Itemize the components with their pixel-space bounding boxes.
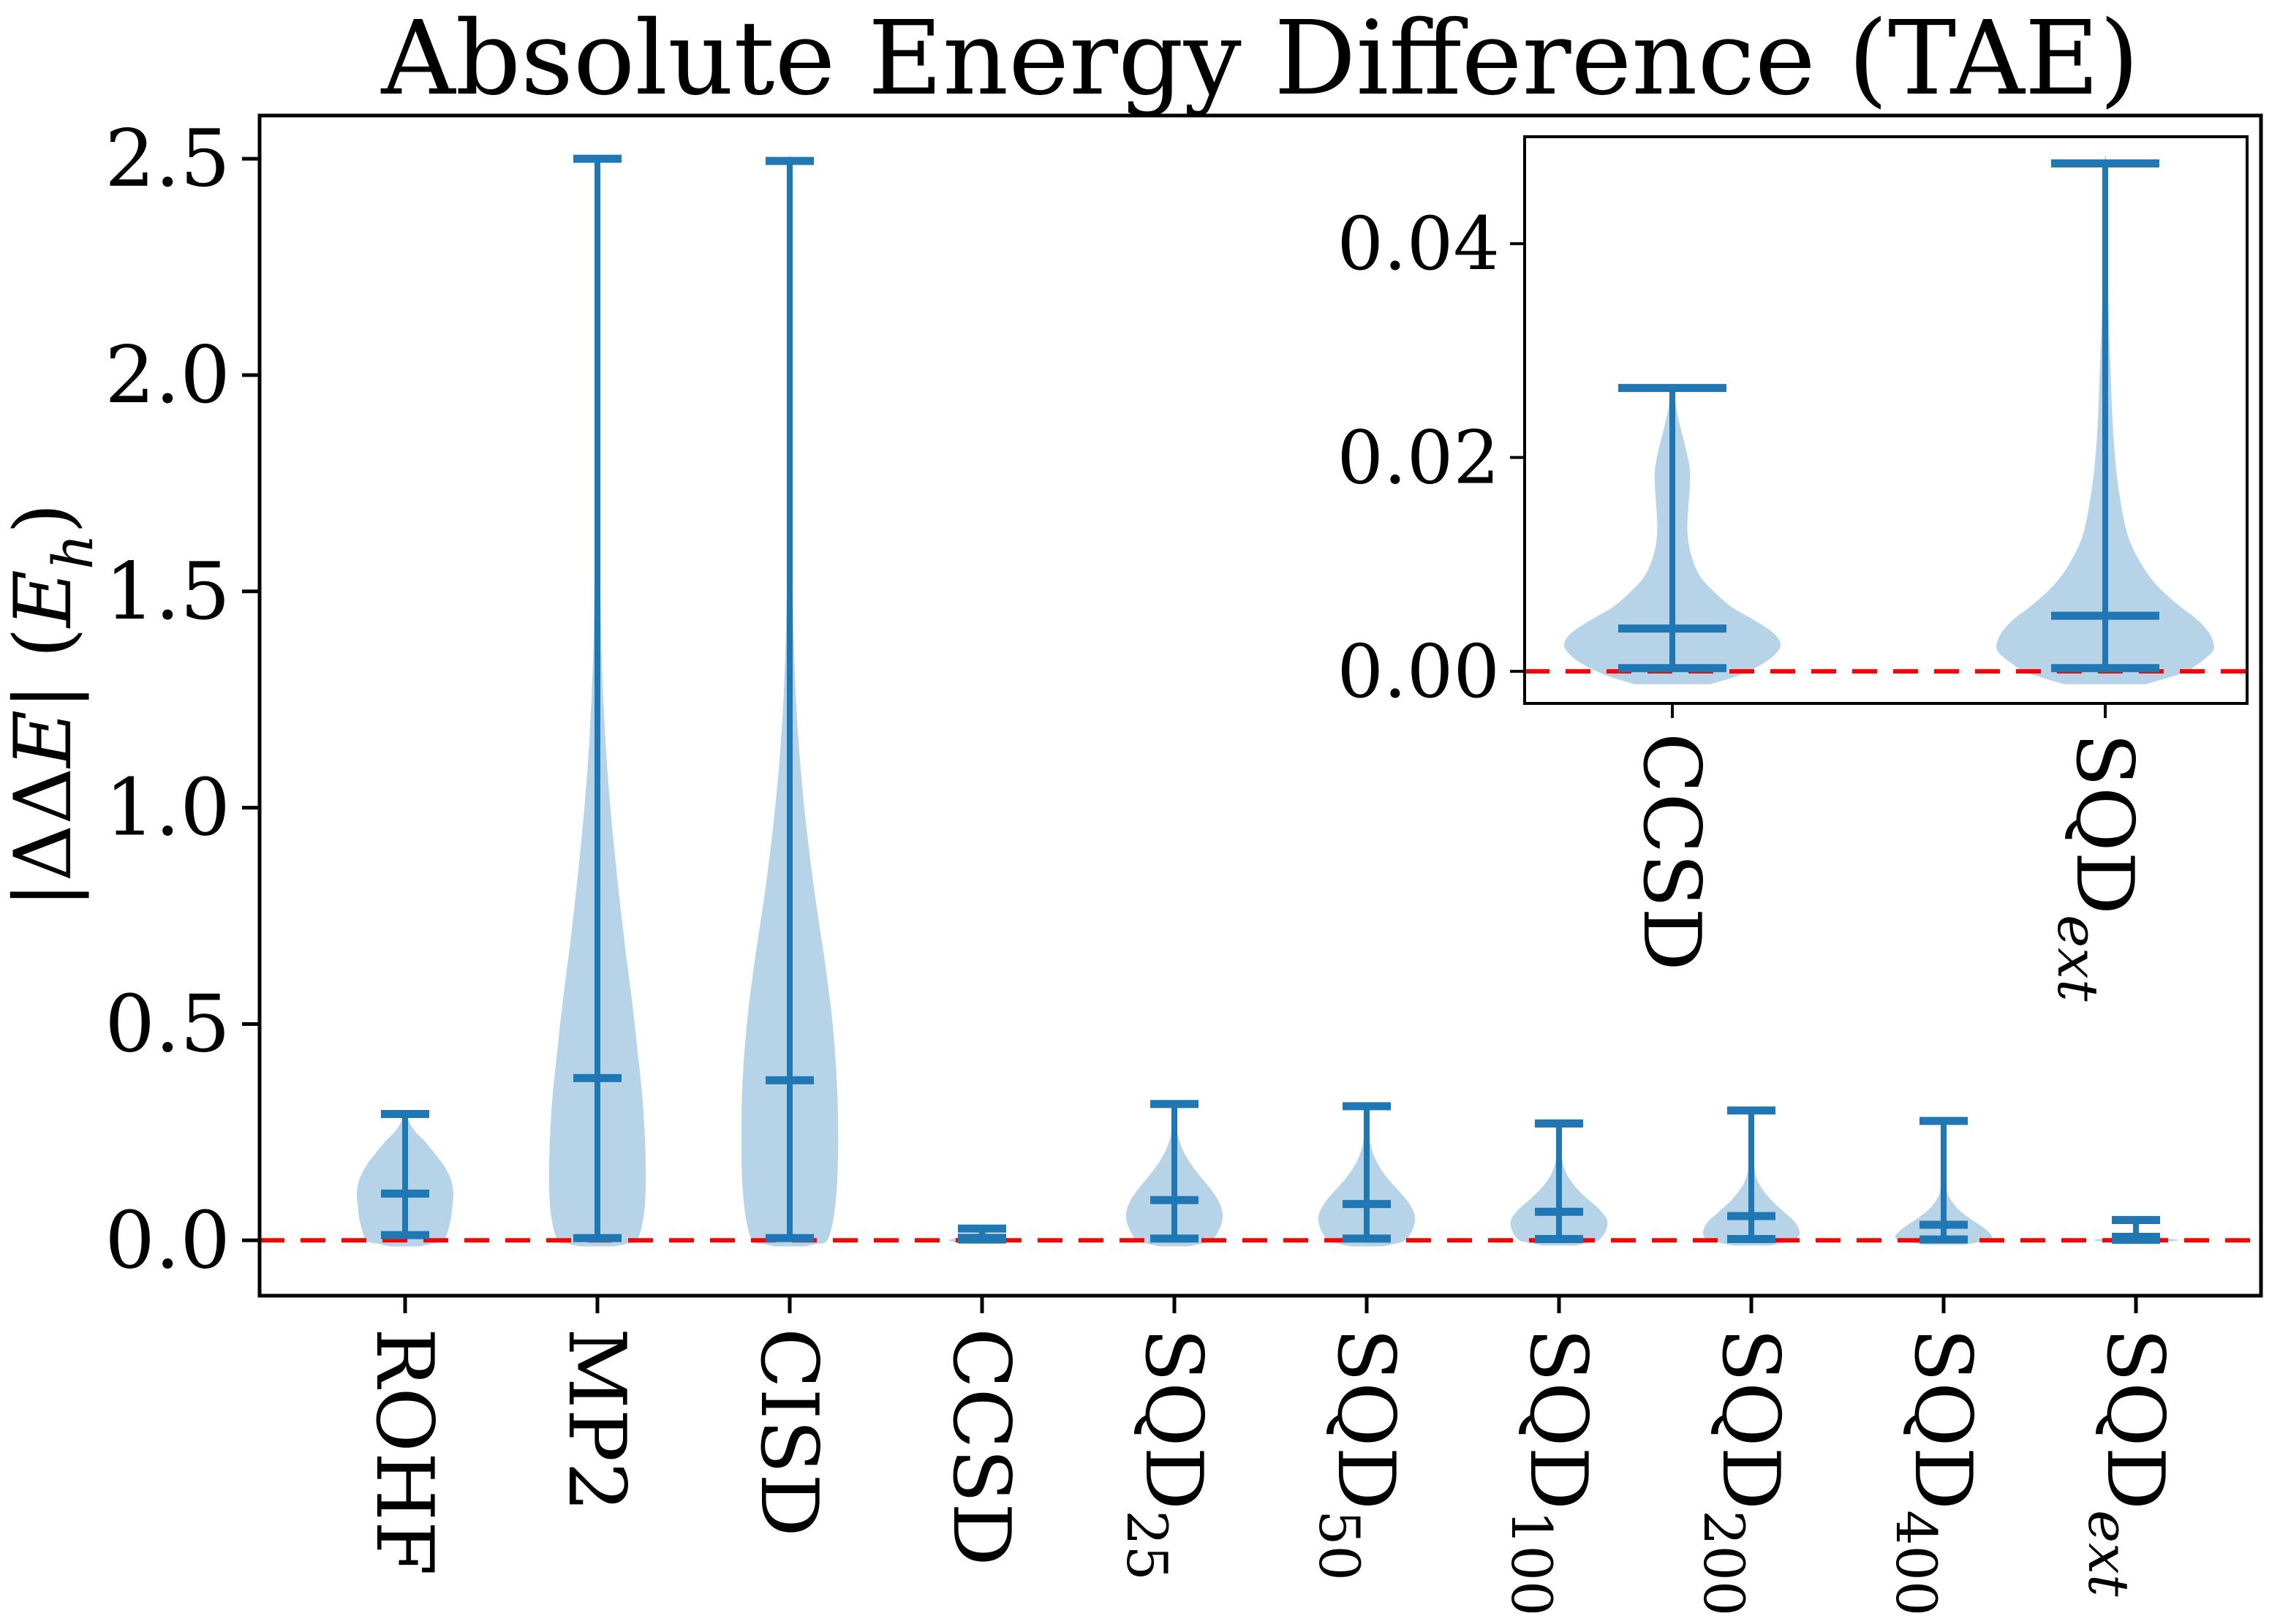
x-tick-label-CISD: CISD: [743, 1328, 834, 1537]
inset-axes: 0.00 0.02 0.04 CCSD SQDext: [1337, 135, 2249, 1002]
y-tick-label-0: 0.0: [105, 1195, 230, 1286]
whisker-SQD400: [1919, 1117, 1968, 1244]
x-tick-label-CCSD: CCSD: [935, 1328, 1027, 1566]
whisker-ROHF: [381, 1110, 429, 1239]
y-tick-label-2.5: 2.5: [105, 113, 230, 205]
inset-y-tick-label-0.02: 0.02: [1337, 415, 1500, 500]
x-tick-label-SQD400: SQD400: [1884, 1328, 1988, 1616]
y-tick-label-1.5: 1.5: [105, 545, 230, 637]
x-tick-label-ROHF: ROHF: [358, 1328, 450, 1576]
inset-y-tick-label-0.04: 0.04: [1337, 201, 1500, 287]
whisker-SQD25: [1150, 1100, 1198, 1243]
whisker-SQD200: [1727, 1106, 1775, 1243]
whisker-SQD100: [1535, 1119, 1583, 1243]
whisker-SQD50: [1343, 1102, 1391, 1243]
chart-title: Absolute Energy Difference (TAE): [380, 0, 2139, 118]
x-tick-label-MP2: MP2: [551, 1328, 642, 1512]
x-tick-label-SQD25: SQD25: [1114, 1328, 1219, 1581]
whisker-CCSD: [958, 1224, 1006, 1244]
inset-y-tick-label-0: 0.00: [1337, 629, 1500, 714]
inset-x-tick-label-CCSD: CCSD: [1626, 733, 1717, 971]
y-axis-label: |ΔΔE| (Eh): [0, 503, 105, 908]
x-tick-label-SQDext: SQDext: [2076, 1328, 2181, 1597]
y-tick-label-1: 1.0: [105, 762, 230, 853]
whisker-MP2: [573, 154, 622, 1242]
inset-x-tick-label-SQDext: SQDext: [2045, 733, 2150, 1002]
whisker-inset-CCSD: [1618, 384, 1726, 673]
main-axes: 0.0 0.5 1.0 1.5 2.0 2.5 ROHF MP2 CISD CCSD SQD25 SQ…: [105, 113, 2263, 1616]
main-spines: [257, 113, 2263, 1298]
y-tick-label-2: 2.0: [105, 329, 230, 420]
whisker-CISD: [766, 156, 814, 1242]
x-tick-label-SQD200: SQD200: [1691, 1328, 1796, 1616]
x-tick-label-SQD50: SQD50: [1307, 1328, 1411, 1581]
x-tick-label-SQD100: SQD100: [1499, 1328, 1604, 1616]
whisker-inset-SQDext: [2051, 159, 2159, 673]
y-tick-label-0.5: 0.5: [105, 978, 230, 1070]
whisker-SQDext: [2112, 1215, 2160, 1245]
inset-spines: [1523, 135, 2249, 705]
